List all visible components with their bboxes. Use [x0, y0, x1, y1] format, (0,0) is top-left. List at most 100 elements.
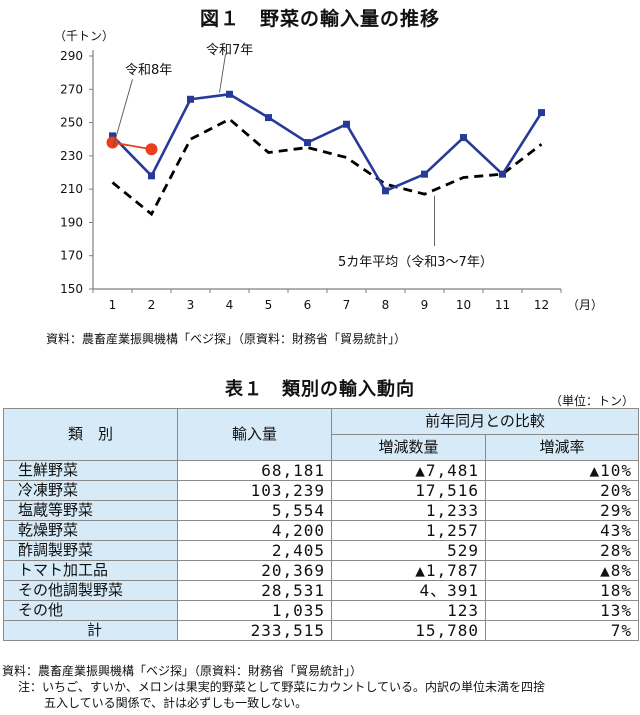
- row-volume: 2,405: [177, 540, 332, 561]
- x-tick-label: 2: [148, 298, 156, 312]
- data-point-marker: [304, 139, 311, 147]
- row-category: 乾燥野菜: [3, 520, 178, 541]
- table-row: トマト加工品 20,369 ▲1,787 ▲8%: [3, 560, 640, 581]
- data-point-marker: [106, 136, 119, 149]
- row-volume: 20,369: [177, 560, 332, 581]
- data-point-marker: [538, 109, 545, 117]
- x-tick-label: 12: [534, 298, 549, 312]
- table-row: 酢調製野菜 2,405 529 28%: [3, 540, 640, 561]
- y-tick-label: 250: [60, 116, 83, 130]
- header-change-qty: 増減数量: [331, 434, 486, 461]
- label-5yr-average: 5カ年平均（令和3～7年）: [338, 255, 493, 270]
- header-category: 類 別: [3, 408, 178, 461]
- row-change: ▲7,481: [331, 460, 486, 481]
- row-volume: 28,531: [177, 580, 332, 601]
- table-unit: （単位：トン）: [549, 394, 634, 408]
- y-tick-label: 210: [60, 182, 83, 196]
- figure-source: 資料：農畜産業振興機構「ベジ探」（原資料：財務省「貿易統計」）: [46, 332, 407, 346]
- import-trend-table: 類 別 輸入量 前年同月との比較 増減数量 増減率 生鮮野菜 68,181 ▲7,4…: [3, 408, 640, 641]
- note-line-2: 五入している関係で、計は必ずしも一致しない。: [44, 696, 308, 710]
- table-source: 資料：農畜産業振興機構「ベジ探」（原資料：財務省「貿易統計」）: [2, 664, 363, 678]
- row-rate: 28%: [484, 540, 640, 561]
- header-comparison: 前年同月との比較: [330, 408, 640, 435]
- chart-series: [106, 90, 545, 217]
- data-point-marker: [499, 170, 506, 178]
- row-change: 123: [331, 600, 486, 621]
- row-rate: 18%: [484, 580, 640, 601]
- row-change: 529: [331, 540, 486, 561]
- x-tick-label: 7: [343, 298, 351, 312]
- total-change: 15,780: [331, 620, 486, 641]
- label-reiwa8: 令和8年: [125, 63, 172, 78]
- data-point-marker: [109, 132, 116, 140]
- y-tick-label: 230: [60, 149, 83, 163]
- x-tick-label: 1: [109, 298, 117, 312]
- x-tick-label: 3: [187, 298, 195, 312]
- table-row: その他調製野菜 28,531 4、391 18%: [3, 580, 640, 601]
- note-line-1: 注：いちご、すいか、メロンは果実的野菜として野菜にカウントしている。内訳の単位未…: [18, 680, 546, 694]
- x-tick-label: 11: [495, 298, 510, 312]
- y-tick-label: 170: [60, 249, 83, 263]
- table-total-row: 計 233,515 15,780 7%: [3, 620, 640, 641]
- label-reiwa7: 令和7年: [206, 43, 253, 58]
- chart-annotations: 令和8年 令和7年 5カ年平均（令和3～7年）: [113, 43, 493, 270]
- x-tick-label: 4: [226, 298, 234, 312]
- row-change: 1,257: [331, 520, 486, 541]
- row-change: ▲1,787: [331, 560, 486, 581]
- series-5yr-average: [111, 117, 543, 217]
- data-point-marker: [145, 143, 158, 156]
- row-change: 4、391: [331, 580, 486, 601]
- row-category: 冷凍野菜: [3, 480, 178, 501]
- table-row: 冷凍野菜 103,239 17,516 20%: [3, 480, 640, 501]
- total-rate: 7%: [484, 620, 640, 641]
- row-category: その他: [3, 600, 178, 621]
- data-point-marker: [382, 187, 389, 195]
- table-note: 注：いちご、すいか、メロンは果実的野菜として野菜にカウントしている。内訳の単位未…: [18, 679, 638, 711]
- y-tick-label: 190: [60, 215, 83, 229]
- table-title: 表１ 類別の輸入動向: [225, 379, 415, 400]
- figure-title: 図１ 野菜の輸入量の推移: [199, 8, 440, 30]
- row-volume: 1,035: [177, 600, 332, 621]
- row-rate: 20%: [484, 480, 640, 501]
- row-volume: 4,200: [177, 520, 332, 541]
- row-category: トマト加工品: [3, 560, 178, 581]
- table-row: 塩蔵等野菜 5,554 1,233 29%: [3, 500, 640, 521]
- row-volume: 68,181: [177, 460, 332, 481]
- data-point-marker: [421, 170, 428, 178]
- x-axis-unit: （月）: [567, 298, 603, 312]
- row-volume: 5,554: [177, 500, 332, 521]
- data-point-marker: [148, 172, 155, 180]
- row-rate: 43%: [484, 520, 640, 541]
- data-point-marker: [460, 134, 467, 142]
- row-category: 生鮮野菜: [3, 460, 178, 481]
- table-row: その他 1,035 123 13%: [3, 600, 640, 621]
- data-point-marker: [226, 90, 233, 98]
- y-tick-label: 270: [60, 82, 83, 96]
- data-point-marker: [265, 114, 272, 122]
- row-rate: ▲10%: [484, 460, 640, 481]
- x-tick-label: 5: [265, 298, 273, 312]
- data-point-marker: [343, 120, 350, 128]
- table-row: 生鮮野菜 68,181 ▲7,481 ▲10%: [3, 460, 640, 481]
- y-axis-unit: （千トン）: [54, 29, 114, 43]
- row-rate: 13%: [484, 600, 640, 621]
- row-volume: 103,239: [177, 480, 332, 501]
- x-tick-label: 9: [421, 298, 429, 312]
- series-reiwa8: [112, 141, 152, 151]
- row-category: 酢調製野菜: [3, 540, 178, 561]
- row-change: 17,516: [331, 480, 486, 501]
- x-tick-label: 6: [304, 298, 312, 312]
- row-rate: ▲8%: [484, 560, 640, 581]
- y-tick-label: 290: [60, 49, 83, 63]
- row-change: 1,233: [331, 500, 486, 521]
- total-category: 計: [3, 620, 178, 641]
- row-category: その他調製野菜: [3, 580, 178, 601]
- x-tick-label: 10: [456, 298, 471, 312]
- data-point-marker: [187, 95, 194, 103]
- header-change-rate: 増減率: [484, 434, 640, 461]
- x-tick-label: 8: [382, 298, 390, 312]
- y-tick-label: 150: [60, 282, 83, 296]
- row-rate: 29%: [484, 500, 640, 521]
